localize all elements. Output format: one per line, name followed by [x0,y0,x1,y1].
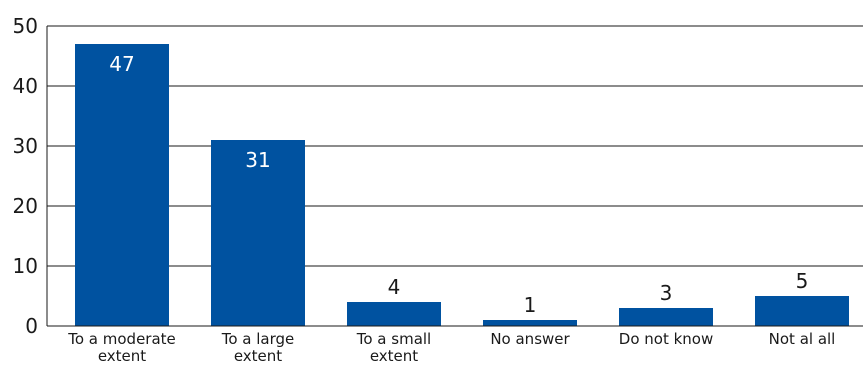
x-category-label-line: extent [370,347,418,365]
bar-value-label: 5 [796,269,809,293]
bar-value-label: 47 [109,52,134,76]
x-category-label-line: Not al all [769,330,836,348]
value-labels: 47 31 4 1 3 5 [109,52,808,317]
bar [75,44,169,326]
y-tick-label: 0 [25,314,38,338]
bar [755,296,849,326]
x-category-label-line: To a moderate [67,330,176,348]
x-category-label-line: extent [98,347,146,365]
x-category-label: Not al all [769,330,836,348]
x-category-label-line: No answer [490,330,570,348]
y-tick-label: 40 [13,74,38,98]
bar [347,302,441,326]
y-tick-label: 50 [13,14,38,38]
x-category-label: To a moderate extent [67,330,176,365]
x-category-label-line: To a large [221,330,295,348]
x-category-label: No answer [490,330,570,348]
x-category-label-line: Do not know [619,330,713,348]
y-tick-label: 30 [13,134,38,158]
bar [211,140,305,326]
x-category-label-line: To a small [356,330,431,348]
y-axis-ticks: 0 10 20 30 40 50 [13,14,38,338]
x-category-label: Do not know [619,330,713,348]
bar-value-label: 4 [388,275,401,299]
x-category-label-line: extent [234,347,282,365]
bars [75,44,849,326]
gridlines [47,25,863,267]
bar [619,308,713,326]
x-category-label: To a large extent [221,330,295,365]
bar-value-label: 31 [245,148,270,172]
y-tick-label: 20 [13,194,38,218]
bar-value-label: 3 [660,281,673,305]
bar-value-label: 1 [524,293,537,317]
x-category-label: To a small extent [356,330,431,365]
y-tick-label: 10 [13,254,38,278]
bar [483,320,577,326]
